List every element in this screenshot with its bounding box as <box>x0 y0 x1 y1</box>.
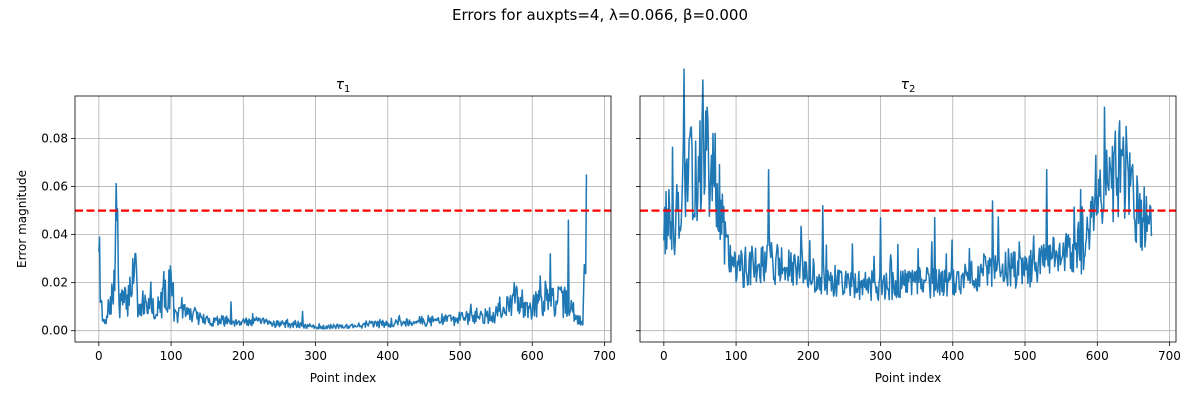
tau1-ytick-label: 0.02 <box>41 276 68 290</box>
tau2-panel-title: τ2 <box>901 77 916 95</box>
tau2-xaxis-label: Point index <box>875 371 941 385</box>
tau1-axes-frame <box>74 95 612 343</box>
tau1-xtick-label: 100 <box>160 349 183 363</box>
tau1-ytick-label: 0.08 <box>41 132 68 146</box>
tau2-xtick-label: 400 <box>941 349 964 363</box>
tau1-panel-title: τ1 <box>336 77 351 95</box>
tau2-xtick-label: 700 <box>1158 349 1181 363</box>
tau2-title-subscript: 2 <box>909 84 915 95</box>
tau2-title-symbol: τ <box>901 77 910 93</box>
tau2-xtick-label: 600 <box>1086 349 1109 363</box>
tau1-xtick-label: 200 <box>232 349 255 363</box>
tau2-error-series-line <box>663 68 1153 302</box>
tau2-xtick-label: 200 <box>797 349 820 363</box>
tau1-xtick-label: 400 <box>376 349 399 363</box>
tau1-xtick-label: 300 <box>304 349 327 363</box>
figure-suptitle: Errors for auxpts=4, λ=0.066, β=0.000 <box>452 6 748 24</box>
tau2-xtick-label: 100 <box>725 349 748 363</box>
tau1-title-subscript: 1 <box>344 84 350 95</box>
tau1-title-symbol: τ <box>336 77 345 93</box>
tau2-xtick-label: 300 <box>869 349 892 363</box>
tau1-xtick-label: 500 <box>449 349 472 363</box>
tau1-xtick-label: 0 <box>95 349 103 363</box>
tau1-xtick-label: 600 <box>521 349 544 363</box>
tau1-error-series-line <box>98 174 588 330</box>
tau2-xtick-label: 0 <box>660 349 668 363</box>
tau1-ytick-label: 0.06 <box>41 180 68 194</box>
tau1-ytick-label: 0.04 <box>41 228 68 242</box>
tau2-panel: 0 100 200 300 400 500 600 700 Point index τ2 <box>636 68 1181 385</box>
tau1-yaxis-label: Error magnitude <box>15 170 29 268</box>
tau2-axes-frame <box>639 95 1177 343</box>
tau1-xtick-label: 700 <box>593 349 616 363</box>
tau2-xtick-label: 500 <box>1014 349 1037 363</box>
tau1-panel: 0 100 200 300 400 500 600 700 0.00 0.02 0.04 0.06 0.… <box>15 77 616 385</box>
tau1-ytick-label: 0.00 <box>41 324 68 338</box>
tau1-xaxis-label: Point index <box>310 371 376 385</box>
